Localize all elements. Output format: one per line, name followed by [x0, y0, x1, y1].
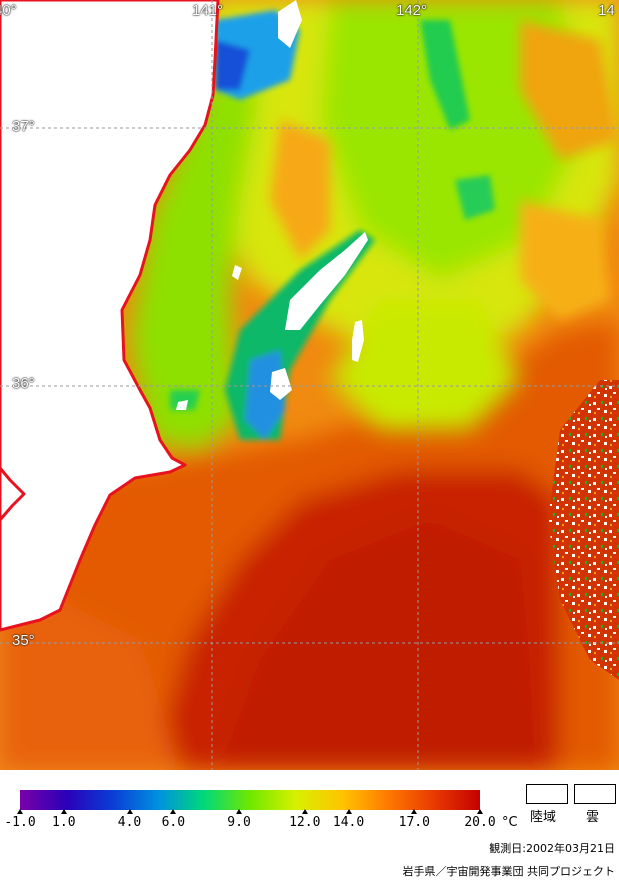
cloud-swatch: [574, 784, 616, 804]
cold-eddy: [455, 175, 495, 220]
colorbar-tick-mark: [170, 809, 177, 814]
colorbar-tick-mark: [60, 809, 67, 814]
cloud-label: 雲: [586, 810, 600, 825]
colorbar-tick-mark: [236, 809, 243, 814]
colorbar-tick-label: 9.0: [227, 815, 251, 830]
coordinate-grid: [0, 0, 619, 770]
credit-text: 岩手県／宇宙開発事業団 共同プロジェクト: [402, 865, 616, 878]
sea-surface-temperature-map: [0, 0, 619, 770]
warm-eddy-east: [520, 200, 610, 320]
cold-water-coast-deep: [215, 40, 250, 90]
colorbar-tick-label: -1.0: [4, 815, 36, 830]
colorbar-tick-label: 20.0: [464, 815, 496, 830]
colorbar-tick-label: 17.0: [398, 815, 430, 830]
observation-date: 観測日:2002年03月21日: [489, 842, 615, 855]
cloud-patches: [176, 0, 368, 410]
colorbar-tick-mark: [411, 809, 418, 814]
colorbar-tick-label: 4.0: [117, 815, 142, 830]
land-boso-fragment: [0, 466, 26, 522]
legend-panel: -1.0 1.0 4.0 6.0 9.0 12.0 14.0 17.0 20.0 °C 陸域 雲…: [0, 770, 619, 881]
colorbar-tick-mark: [345, 809, 352, 814]
temperature-unit: °C: [502, 815, 518, 830]
colorbar-tick-label: 12.0: [289, 815, 321, 830]
land-swatch: [526, 784, 568, 804]
colorbar-tick-mark: [17, 809, 23, 814]
offshore-cool-lobe: [330, 300, 520, 430]
colorbar-tick-mark: [477, 809, 483, 814]
warm-streak-east: [520, 20, 619, 160]
land-label: 陸域: [530, 810, 557, 825]
temperature-colorbar: [20, 790, 480, 810]
colorbar-tick-label: 6.0: [161, 815, 186, 830]
colorbar-tick-mark: [301, 809, 308, 814]
cloud-speckle-region: [548, 380, 619, 680]
colorbar-tick-mark: [126, 809, 133, 814]
colorbar-tick-label: 14.0: [332, 815, 365, 830]
warm-core-region: [220, 520, 540, 770]
coastal-cool-band: [130, 80, 260, 450]
warm-streak-north: [270, 120, 330, 260]
land-honshu: [0, 0, 220, 632]
cold-filament-north: [420, 20, 470, 130]
colorbar-tick-label: 1.0: [52, 815, 76, 830]
